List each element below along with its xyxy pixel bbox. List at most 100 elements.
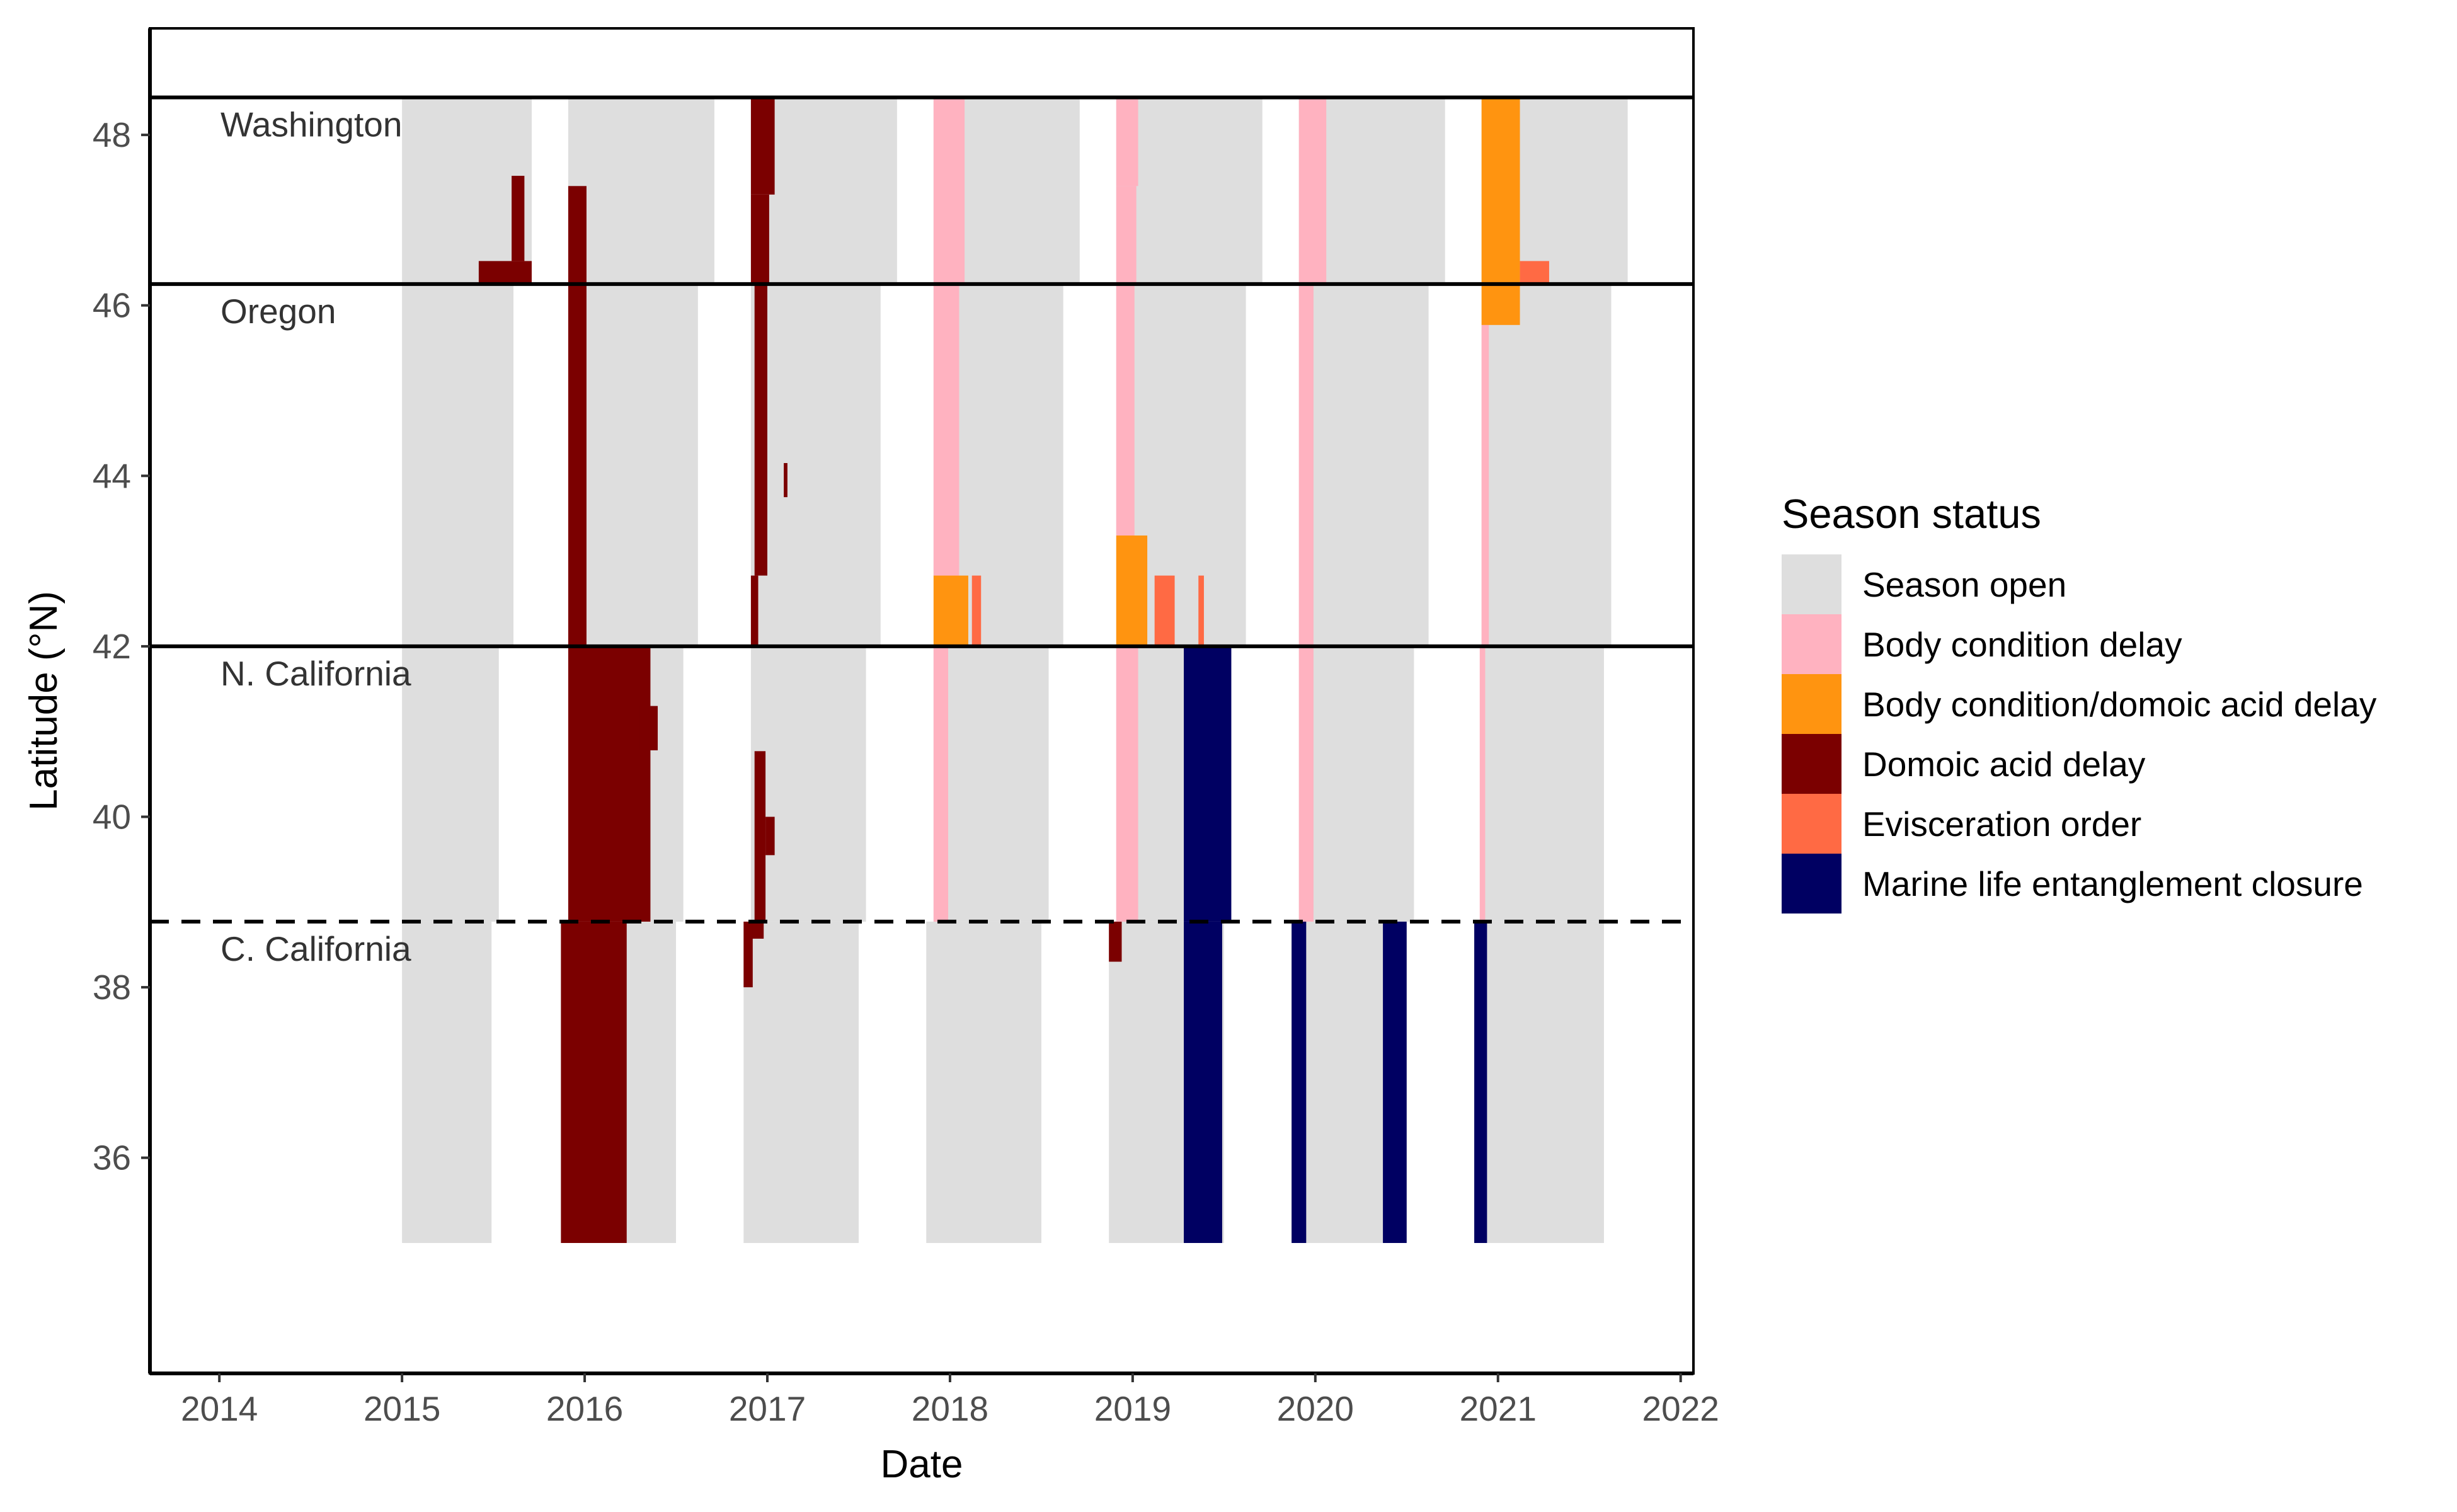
cell-domoic-acid-delay xyxy=(568,646,651,922)
cell-domoic-acid-delay xyxy=(478,261,532,284)
cell-season-open xyxy=(1481,284,1612,646)
x-tick-label: 2020 xyxy=(1277,1389,1354,1428)
cell-marine-life-entanglement-closure xyxy=(1383,921,1407,1243)
x-tick-label: 2019 xyxy=(1094,1389,1171,1428)
cell-season-open xyxy=(743,921,859,1243)
cell-marine-life-entanglement-closure xyxy=(1184,921,1222,1243)
cell-domoic-acid-delay xyxy=(750,97,775,195)
x-tick-label: 2018 xyxy=(912,1389,988,1428)
legend-key-body-condition-delay xyxy=(1782,614,1841,674)
cell-body-condition-delay xyxy=(1298,646,1314,922)
cell-season-open xyxy=(1298,646,1414,922)
region-label-n-california: N. California xyxy=(220,654,411,693)
x-tick-label: 2021 xyxy=(1460,1389,1537,1428)
cell-domoic-acid-delay xyxy=(561,921,627,1243)
cell-season-open xyxy=(1116,97,1263,284)
cell-body-condition-delay xyxy=(1481,324,1489,646)
cell-season-open xyxy=(402,97,532,284)
x-tick-label: 2022 xyxy=(1642,1389,1719,1428)
x-tick-label: 2015 xyxy=(364,1389,440,1428)
cell-domoic-acid-delay xyxy=(750,921,764,939)
legend-label-evisceration-order: Evisceration order xyxy=(1862,805,2141,844)
legend-title: Season status xyxy=(1782,491,2041,537)
cell-evisceration-order xyxy=(1520,261,1549,284)
x-tick-label: 2014 xyxy=(181,1389,258,1428)
legend-key-evisceration-order xyxy=(1782,794,1841,854)
cell-domoic-acid-delay xyxy=(639,706,658,750)
cell-body-condition-domoic-acid-delay xyxy=(1116,536,1148,646)
region-label-c-california: C. California xyxy=(220,929,411,968)
cell-marine-life-entanglement-closure xyxy=(1292,921,1307,1243)
x-tick-label: 2016 xyxy=(546,1389,623,1428)
region-label-oregon: Oregon xyxy=(220,292,336,331)
cell-season-open xyxy=(750,646,866,922)
cell-domoic-acid-delay xyxy=(750,575,759,646)
cell-body-condition-delay xyxy=(933,97,965,284)
cell-body-condition-delay xyxy=(933,646,949,922)
legend-label-season-open: Season open xyxy=(1862,565,2066,604)
legend-key-season-open xyxy=(1782,554,1841,614)
cell-season-open xyxy=(933,646,1049,922)
cell-domoic-acid-delay xyxy=(754,751,766,922)
cell-season-open xyxy=(402,646,499,922)
cell-body-condition-delay xyxy=(1116,646,1138,922)
cell-season-open xyxy=(1298,284,1429,646)
legend-items: Season open Body condition delay Body cond… xyxy=(1782,554,2377,914)
x-axis-title: Date xyxy=(881,1443,963,1486)
cell-domoic-acid-delay xyxy=(784,463,788,498)
cell-body-condition-delay xyxy=(1298,284,1314,646)
y-axis-title: Latitude (°N) xyxy=(22,591,66,811)
cell-season-open xyxy=(568,97,714,284)
region-labels: Washington Oregon N. California C. Californ… xyxy=(220,105,411,968)
y-tick-label: 48 xyxy=(93,115,131,154)
x-axis: 2014 2015 2016 2017 2018 2019 2020 2021 2022 xyxy=(150,1372,1719,1428)
cell-body-condition-delay xyxy=(1116,284,1135,536)
cell-domoic-acid-delay xyxy=(765,816,775,856)
cell-body-condition-delay xyxy=(1298,97,1327,284)
legend-key-domoic-acid-delay xyxy=(1782,734,1841,794)
cell-season-open xyxy=(402,921,492,1243)
cell-marine-life-entanglement-closure xyxy=(1184,646,1232,922)
cell-body-condition-delay xyxy=(1479,646,1486,922)
cell-evisceration-order xyxy=(1154,575,1175,646)
y-axis: 36 38 40 42 44 46 48 xyxy=(93,28,152,1373)
cell-season-open xyxy=(568,284,698,646)
cell-season-open xyxy=(926,921,1041,1243)
y-tick-label: 38 xyxy=(93,968,131,1007)
cell-body-condition-delay xyxy=(1116,186,1137,284)
legend-label-marine-life-entanglement-closure: Marine life entanglement closure xyxy=(1862,864,2363,903)
x-tick-label: 2017 xyxy=(729,1389,806,1428)
legend-label-body-condition-domoic-acid-delay: Body condition/domoic acid delay xyxy=(1862,685,2377,724)
region-label-washington: Washington xyxy=(220,105,402,144)
region-boundaries xyxy=(150,95,1693,924)
cell-domoic-acid-delay xyxy=(568,186,587,646)
cell-season-open xyxy=(1474,921,1604,1243)
legend-label-body-condition-delay: Body condition delay xyxy=(1862,625,2182,664)
cell-evisceration-order xyxy=(971,575,982,646)
cell-domoic-acid-delay xyxy=(512,176,525,261)
y-tick-label: 42 xyxy=(93,627,131,666)
cell-domoic-acid-delay xyxy=(754,284,767,576)
cell-season-open xyxy=(750,97,897,284)
cell-domoic-acid-delay xyxy=(1109,921,1122,962)
cell-domoic-acid-delay xyxy=(750,194,769,284)
y-tick-label: 40 xyxy=(93,798,131,837)
y-tick-label: 46 xyxy=(93,286,131,325)
cell-body-condition-domoic-acid-delay xyxy=(1481,97,1520,325)
legend-key-body-condition-domoic-acid-delay xyxy=(1782,674,1841,734)
cell-body-condition-domoic-acid-delay xyxy=(933,575,968,646)
cell-season-open xyxy=(750,284,881,646)
legend-key-marine-life-entanglement-closure xyxy=(1782,854,1841,914)
cell-season-open xyxy=(1481,646,1604,922)
legend-label-domoic-acid-delay: Domoic acid delay xyxy=(1862,745,2146,784)
cell-marine-life-entanglement-closure xyxy=(1474,921,1487,1243)
cell-evisceration-order xyxy=(1198,575,1204,646)
legend: Season status Season open Body condition … xyxy=(1782,491,2377,914)
heatmap-cells xyxy=(402,97,1628,1243)
y-tick-label: 44 xyxy=(93,456,131,495)
cell-domoic-acid-delay xyxy=(743,921,753,988)
cell-body-condition-delay xyxy=(1116,97,1138,186)
cell-body-condition-delay xyxy=(933,284,959,576)
y-tick-label: 36 xyxy=(93,1138,131,1177)
